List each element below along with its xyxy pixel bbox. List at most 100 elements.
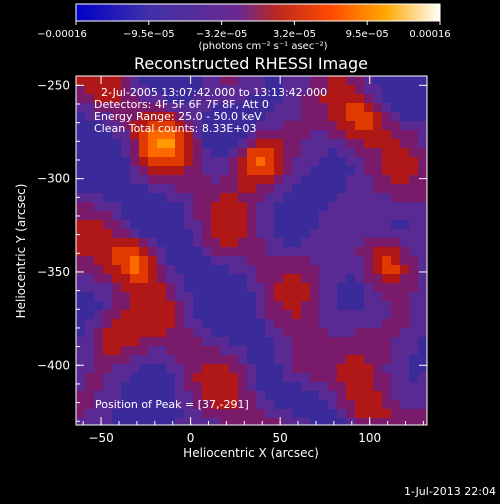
heatmap-cell bbox=[220, 139, 230, 149]
heatmap-cell bbox=[103, 157, 113, 167]
heatmap-cell bbox=[283, 220, 293, 230]
heatmap-cell bbox=[112, 310, 122, 320]
heatmap-cell bbox=[220, 328, 230, 338]
heatmap-cell bbox=[283, 292, 293, 302]
heatmap-cell bbox=[292, 220, 302, 230]
heatmap-cell bbox=[202, 175, 212, 185]
heatmap-cell bbox=[220, 175, 230, 185]
heatmap-cell bbox=[256, 346, 266, 356]
heatmap-cell bbox=[301, 346, 311, 356]
heatmap-cell bbox=[139, 310, 149, 320]
heatmap-cell bbox=[256, 166, 266, 176]
heatmap-cell bbox=[409, 409, 419, 419]
heatmap-cell bbox=[310, 319, 320, 329]
heatmap-cell bbox=[373, 409, 383, 419]
heatmap-cell bbox=[76, 112, 86, 122]
heatmap-cell bbox=[265, 301, 275, 311]
heatmap-cell bbox=[328, 364, 338, 374]
heatmap-cell bbox=[292, 418, 302, 425]
heatmap-cell bbox=[346, 211, 356, 221]
heatmap-cell bbox=[148, 265, 158, 275]
heatmap-cell bbox=[220, 292, 230, 302]
heatmap-cell bbox=[121, 193, 131, 203]
heatmap-cell bbox=[166, 175, 176, 185]
heatmap-cell bbox=[364, 211, 374, 221]
heatmap-cell bbox=[211, 220, 221, 230]
heatmap-cell bbox=[229, 112, 239, 122]
heatmap-cell bbox=[274, 76, 284, 86]
heatmap-cell bbox=[211, 211, 221, 221]
heatmap-cell bbox=[274, 148, 284, 158]
heatmap-cell bbox=[373, 166, 383, 176]
heatmap-cell bbox=[355, 256, 365, 266]
heatmap-cell bbox=[166, 355, 176, 365]
heatmap-cell bbox=[229, 265, 239, 275]
heatmap-cell bbox=[229, 238, 239, 248]
heatmap-cell bbox=[121, 184, 131, 194]
heatmap-cell bbox=[238, 382, 248, 392]
heatmap-cell bbox=[211, 409, 221, 419]
heatmap-cell bbox=[400, 328, 410, 338]
heatmap-cell bbox=[247, 337, 257, 347]
heatmap-cell bbox=[85, 310, 95, 320]
heatmap-cell bbox=[355, 94, 365, 104]
heatmap-cell bbox=[301, 211, 311, 221]
heatmap-cell bbox=[265, 139, 275, 149]
heatmap-cell bbox=[112, 130, 122, 140]
heatmap-cell bbox=[364, 256, 374, 266]
heatmap-cell bbox=[391, 310, 401, 320]
heatmap-cell bbox=[238, 148, 248, 158]
heatmap-cell bbox=[292, 202, 302, 212]
heatmap-cell bbox=[364, 103, 374, 113]
heatmap-cell bbox=[292, 292, 302, 302]
heatmap-cell bbox=[85, 211, 95, 221]
heatmap-cell bbox=[382, 184, 392, 194]
heatmap-cell bbox=[166, 364, 176, 374]
heatmap-cell bbox=[355, 418, 365, 425]
heatmap-cell bbox=[418, 373, 427, 383]
heatmap-cell bbox=[364, 130, 374, 140]
heatmap-cell bbox=[184, 400, 194, 410]
heatmap-cell bbox=[229, 400, 239, 410]
heatmap-cell bbox=[184, 391, 194, 401]
heatmap-cell bbox=[193, 265, 203, 275]
heatmap-cell bbox=[265, 76, 275, 86]
heatmap-cell bbox=[364, 265, 374, 275]
heatmap-cell bbox=[121, 202, 131, 212]
heatmap-cell bbox=[256, 355, 266, 365]
heatmap-cell bbox=[355, 166, 365, 176]
heatmap-cell bbox=[229, 193, 239, 203]
heatmap-cell bbox=[355, 283, 365, 293]
heatmap-cell bbox=[337, 337, 347, 347]
heatmap-cell bbox=[355, 139, 365, 149]
heatmap-cell bbox=[310, 337, 320, 347]
heatmap-cell bbox=[85, 175, 95, 185]
heatmap-cell bbox=[202, 283, 212, 293]
heatmap-cell bbox=[319, 373, 329, 383]
heatmap-cell bbox=[202, 148, 212, 158]
heatmap-cell bbox=[373, 328, 383, 338]
heatmap-cell bbox=[157, 94, 167, 104]
heatmap-cell bbox=[238, 139, 248, 149]
heatmap-cell bbox=[346, 229, 356, 239]
heatmap-cell bbox=[193, 319, 203, 329]
heatmap-cell bbox=[355, 319, 365, 329]
heatmap-cell bbox=[283, 364, 293, 374]
heatmap-cell bbox=[193, 130, 203, 140]
heatmap-cell bbox=[94, 184, 104, 194]
heatmap-cell bbox=[175, 175, 185, 185]
heatmap-cell bbox=[400, 265, 410, 275]
heatmap-cell bbox=[76, 193, 86, 203]
heatmap-cell bbox=[283, 229, 293, 239]
heatmap-cell bbox=[391, 409, 401, 419]
heatmap-cell bbox=[220, 409, 230, 419]
heatmap-cell bbox=[157, 139, 167, 149]
heatmap-cell bbox=[238, 220, 248, 230]
heatmap-cell bbox=[103, 202, 113, 212]
heatmap-cell bbox=[346, 364, 356, 374]
heatmap-cell bbox=[301, 148, 311, 158]
heatmap-cell bbox=[310, 85, 320, 95]
heatmap-cell bbox=[310, 103, 320, 113]
heatmap-cell bbox=[310, 409, 320, 419]
heatmap-cell bbox=[337, 121, 347, 131]
